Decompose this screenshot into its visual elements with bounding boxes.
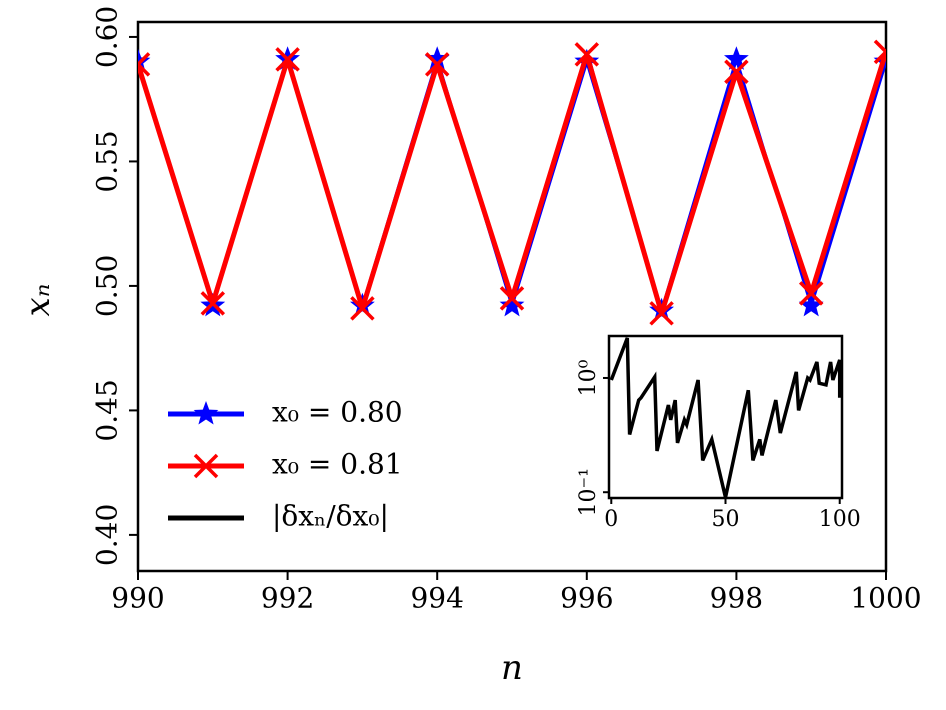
y-tick-label: 0.50 [91, 255, 124, 317]
series [138, 46, 886, 322]
x-tick-label: 990 [111, 582, 164, 615]
plot-frame [607, 334, 844, 500]
x-marker [138, 52, 151, 77]
x-tick-label: 0 [604, 507, 618, 532]
x-marker [649, 301, 674, 326]
y-tick-label: 0.45 [91, 379, 124, 441]
x-tick-label: 992 [261, 582, 314, 615]
x-tick-label: 996 [560, 582, 613, 615]
x-axis-label: n [501, 648, 523, 688]
x-marker [873, 39, 886, 65]
x-tick-label: 998 [710, 582, 763, 615]
star-marker [499, 292, 525, 317]
series [138, 39, 886, 326]
series-line [138, 51, 886, 316]
x-tick-label: 994 [410, 582, 463, 615]
y-tick-label: 0.55 [91, 130, 124, 192]
x-tick-label: 100 [819, 507, 861, 532]
star-marker [798, 292, 824, 317]
star-marker [424, 46, 450, 70]
x-marker [499, 286, 525, 311]
inset-line [609, 337, 842, 498]
legend-label: x₀ = 0.81 [272, 448, 403, 481]
y-axis-label: xₙ [18, 284, 58, 317]
plot-frame [136, 20, 888, 573]
x-marker [424, 52, 450, 77]
y-tick-label: 10⁻¹ [576, 468, 601, 516]
legend-label: x₀ = 0.80 [272, 396, 403, 429]
x-tick-label: 50 [712, 507, 740, 532]
x-marker [574, 42, 600, 67]
y-tick-label: 0.40 [91, 504, 124, 566]
x-marker [200, 291, 226, 316]
x-marker [724, 59, 749, 85]
x-marker [193, 453, 219, 479]
x-tick-label: 1000 [850, 582, 921, 615]
star-marker [193, 401, 219, 425]
legend-label: |δxₙ/δx₀| [272, 500, 389, 533]
x-marker [350, 296, 375, 321]
star-marker [724, 46, 749, 70]
y-tick-label: 10⁰ [576, 359, 601, 396]
x-marker [798, 281, 824, 306]
x-marker [275, 47, 300, 72]
y-tick-label: 0.60 [91, 6, 124, 68]
